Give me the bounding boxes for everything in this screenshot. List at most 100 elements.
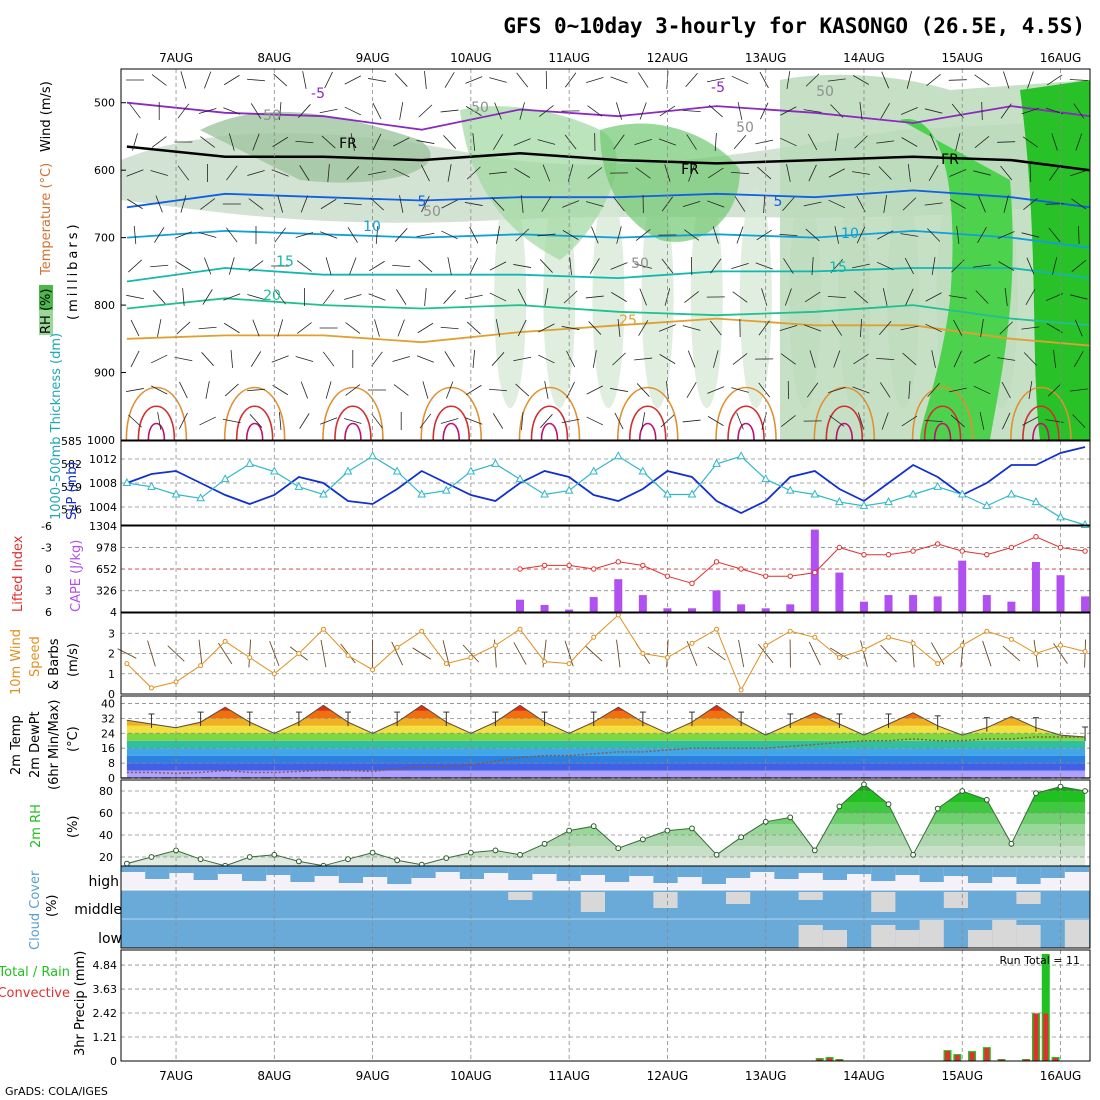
precip-convective-bar <box>999 1059 1005 1061</box>
wind-barb <box>616 639 621 668</box>
wind-barb <box>585 645 603 662</box>
wind-barb <box>279 411 282 431</box>
slp-tick: 1012 <box>89 453 117 466</box>
wind-barb <box>488 388 508 392</box>
rh-point <box>123 860 130 867</box>
wind-barb <box>325 381 332 399</box>
li-point <box>1033 534 1039 540</box>
cape-tick: 1304 <box>89 520 117 533</box>
wind-barb <box>666 381 669 399</box>
wind-barb <box>587 167 603 179</box>
temp-label-3: (6hr Min/Max) <box>47 700 62 790</box>
thickness-tick: 582 <box>61 458 82 471</box>
wind-barb <box>126 169 144 177</box>
wind-speed-point <box>222 638 228 644</box>
precip-panel: 0 1.21 2.42 3.63 4.84 Run Total = 11 Total /… <box>0 949 1091 1068</box>
rh-point <box>197 856 204 863</box>
wind-barb <box>641 412 646 430</box>
wind-speed-point <box>394 644 400 650</box>
wind-barb <box>736 412 744 430</box>
isotherm-warm <box>322 386 384 440</box>
wind-speed-point <box>836 655 842 661</box>
cloud-high-block <box>435 866 460 872</box>
cloud-high-block <box>726 866 751 878</box>
wind-barb <box>931 350 936 368</box>
wind-speed-point <box>812 634 818 640</box>
wind-barb <box>204 71 212 89</box>
wind-barb <box>539 105 554 117</box>
wind-barb <box>738 639 745 668</box>
wind-barb <box>277 319 284 337</box>
wind-barb <box>1051 133 1058 151</box>
wind-barb <box>809 350 816 368</box>
wind-barb <box>616 226 622 244</box>
wind-barb <box>489 292 507 302</box>
wind-barb <box>610 262 628 270</box>
rh-point <box>394 857 401 864</box>
wind-barb <box>204 257 212 275</box>
wind-barb <box>929 133 938 151</box>
wind-barb <box>300 195 308 213</box>
wind-barb <box>856 226 866 244</box>
rh-point <box>443 855 450 861</box>
contour-label: 15 <box>276 254 294 270</box>
wind-barb <box>1002 645 1021 662</box>
cloud-mid-gap <box>580 892 605 912</box>
li-point <box>861 551 867 558</box>
wind-barb <box>368 78 386 82</box>
wind-barb <box>973 264 991 268</box>
wind-barb <box>295 356 314 362</box>
wind-speed-point <box>1058 642 1064 648</box>
cloud-mid-gap <box>653 892 678 908</box>
rh-tick: 60 <box>99 807 113 820</box>
cape-bar <box>614 579 623 612</box>
wind-barb <box>569 257 572 275</box>
grid <box>121 696 1090 778</box>
wind-barb <box>520 195 524 213</box>
rh-point <box>836 803 843 810</box>
wind-barb <box>248 260 264 272</box>
wind-barb <box>999 321 1013 335</box>
wind-barb <box>252 319 260 337</box>
wind-barb <box>1029 163 1032 183</box>
wind-barb <box>179 381 188 399</box>
wind-barb <box>513 642 527 665</box>
wind-barb <box>130 319 140 337</box>
rh-band <box>1020 80 1090 440</box>
wind-barb <box>900 233 919 237</box>
grid <box>121 950 1090 1061</box>
isotherm-warm <box>715 386 777 440</box>
precip-convective-bar <box>984 1048 990 1061</box>
cloud-high-block <box>677 866 702 877</box>
wind-barb <box>369 260 385 272</box>
wind-barb <box>250 103 262 119</box>
wind-barb <box>755 139 774 145</box>
isotherm-hotter <box>737 422 755 440</box>
cloud-high-block <box>605 866 630 882</box>
thickness-point <box>196 493 205 502</box>
isotherm-FR <box>126 145 1090 172</box>
rh-point <box>590 823 597 830</box>
wind-barb <box>827 78 846 82</box>
cloud-high-block <box>459 866 484 879</box>
precip-convective-bar <box>1033 1013 1039 1061</box>
wind-barb <box>779 233 798 237</box>
wind-barb <box>466 321 481 335</box>
cloud-high-block <box>338 866 363 883</box>
wind-barb <box>731 75 749 85</box>
wind-barb <box>755 262 773 270</box>
cape-bar <box>589 597 598 612</box>
wind-barb <box>587 105 603 117</box>
contour-label: -5 <box>311 86 325 102</box>
date-label: 7AUG <box>159 1069 193 1083</box>
isotherm-hot <box>530 405 569 440</box>
pressure-tick: 600 <box>94 164 115 177</box>
wind-speed-point <box>271 671 277 677</box>
cape-bar <box>1007 601 1016 612</box>
wind-ticks: 0 1 2 3 <box>108 627 115 701</box>
wind-barb <box>128 259 142 273</box>
temp-ticks: 0 8 16 24 32 40 <box>101 697 115 785</box>
wind-speed-point <box>296 651 302 656</box>
wind-barb <box>926 74 941 86</box>
